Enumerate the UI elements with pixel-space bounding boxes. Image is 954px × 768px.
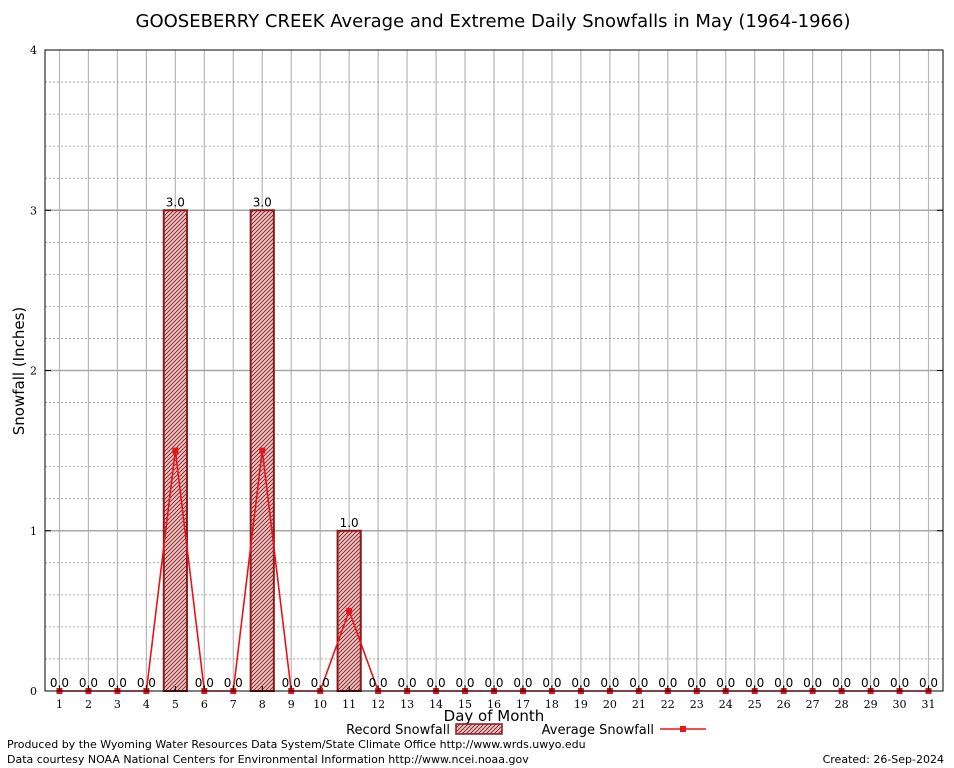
bar-value-label: 0.0 [861, 676, 880, 690]
bar-value-label: 1.0 [340, 516, 359, 530]
bar-value-label: 0.0 [745, 676, 764, 690]
x-tick-labels: 1 2 3 4 5 6 7 8 9 10 11 12 13 14 15 16 17 18 19 20 21 22 23 24 2… [56, 686, 936, 711]
x-tick-label: 13 [400, 698, 414, 711]
x-tick-label: 10 [313, 698, 327, 711]
x-tick-label: 5 [172, 698, 179, 711]
x-tick-label: 4 [143, 698, 150, 711]
x-tick-label: 18 [545, 698, 559, 711]
x-tick-label: 21 [632, 698, 646, 711]
bar-value-labels: 0.0 0.0 0.0 0.0 3.0 0.0 0.0 3.0 0.0 0.0 1.0 0.0 0.0 0… [50, 195, 938, 690]
y-tick-label: 1 [30, 525, 37, 538]
x-tick-label: 16 [487, 698, 501, 711]
footer-created-date: Created: 26-Sep-2024 [823, 753, 944, 766]
x-tick-label: 20 [603, 698, 617, 711]
plot-frame [44, 49, 944, 692]
bar-value-label: 0.0 [282, 676, 301, 690]
x-tick-label: 11 [342, 698, 356, 711]
x-tick-label: 12 [371, 698, 385, 711]
bar-value-label: 0.0 [137, 676, 156, 690]
x-tick-label: 27 [806, 698, 820, 711]
bar-value-label: 0.0 [427, 676, 446, 690]
bar-value-label: 0.0 [658, 676, 677, 690]
bar-value-label: 3.0 [166, 195, 185, 209]
bar-value-label: 0.0 [919, 676, 938, 690]
x-tick-label: 15 [458, 698, 472, 711]
x-tick-label: 7 [230, 698, 237, 711]
x-tick-label: 17 [516, 698, 530, 711]
bar-value-label: 0.0 [542, 676, 561, 690]
x-axis-label: Day of Month [444, 707, 545, 725]
legend-record-swatch [455, 723, 503, 735]
bar-value-label: 0.0 [79, 676, 98, 690]
x-tick-label: 24 [719, 698, 733, 711]
bar-value-label: 3.0 [253, 195, 272, 209]
bar-value-label: 0.0 [224, 676, 243, 690]
legend-record-label: Record Snowfall [346, 723, 450, 738]
x-tick-label: 1 [56, 698, 63, 711]
x-tick-label: 23 [690, 698, 704, 711]
y-axis-label: Snowfall (Inches) [10, 307, 28, 435]
x-tick-label: 22 [661, 698, 675, 711]
legend-average-marker [680, 726, 686, 732]
bar-value-label: 0.0 [311, 676, 330, 690]
bar-value-label: 0.0 [513, 676, 532, 690]
x-tick-label: 6 [201, 698, 208, 711]
footer-data-courtesy: Data courtesy NOAA National Centers for … [7, 753, 529, 766]
x-tick-label: 26 [777, 698, 791, 711]
legend: Record Snowfall Average Snowfall [346, 723, 706, 738]
bar-value-label: 0.0 [629, 676, 648, 690]
bar-value-label: 0.0 [890, 676, 909, 690]
y-tick-label: 3 [30, 204, 37, 217]
average-snowfall-point [172, 447, 179, 454]
bar-value-label: 0.0 [369, 676, 388, 690]
y-tick-label: 2 [30, 365, 37, 378]
x-tick-label: 29 [864, 698, 878, 711]
x-tick-label: 14 [429, 698, 443, 711]
x-tick-label: 9 [288, 698, 295, 711]
x-tick-label: 28 [835, 698, 849, 711]
x-tick-label: 3 [114, 698, 121, 711]
bar-value-label: 0.0 [600, 676, 619, 690]
y-tick-label: 4 [30, 44, 37, 57]
x-tick-label: 25 [748, 698, 762, 711]
bar-value-label: 0.0 [774, 676, 793, 690]
average-snowfall-point [346, 607, 353, 614]
chart-title: GOOSEBERRY CREEK Average and Extreme Dai… [136, 11, 851, 32]
bar-value-label: 0.0 [484, 676, 503, 690]
x-tick-label: 31 [922, 698, 936, 711]
bar-value-label: 0.0 [455, 676, 474, 690]
x-tick-label: 8 [259, 698, 266, 711]
bar-value-label: 0.0 [571, 676, 590, 690]
grid-lines [45, 50, 943, 691]
x-tick-label: 30 [893, 698, 907, 711]
average-snowfall-point [259, 447, 266, 454]
bar-value-label: 0.0 [195, 676, 214, 690]
bar-value-label: 0.0 [50, 676, 69, 690]
bar-value-label: 0.0 [803, 676, 822, 690]
y-tick-label: 0 [30, 685, 37, 698]
x-tick-label: 19 [574, 698, 588, 711]
bar-value-label: 0.0 [108, 676, 127, 690]
footer-produced-by: Produced by the Wyoming Water Resources … [7, 738, 586, 751]
bar-value-label: 0.0 [398, 676, 417, 690]
bar-value-label: 0.0 [716, 676, 735, 690]
bar-value-label: 0.0 [687, 676, 706, 690]
legend-average-label: Average Snowfall [542, 723, 654, 738]
x-tick-label: 2 [85, 698, 92, 711]
bar-value-label: 0.0 [832, 676, 851, 690]
